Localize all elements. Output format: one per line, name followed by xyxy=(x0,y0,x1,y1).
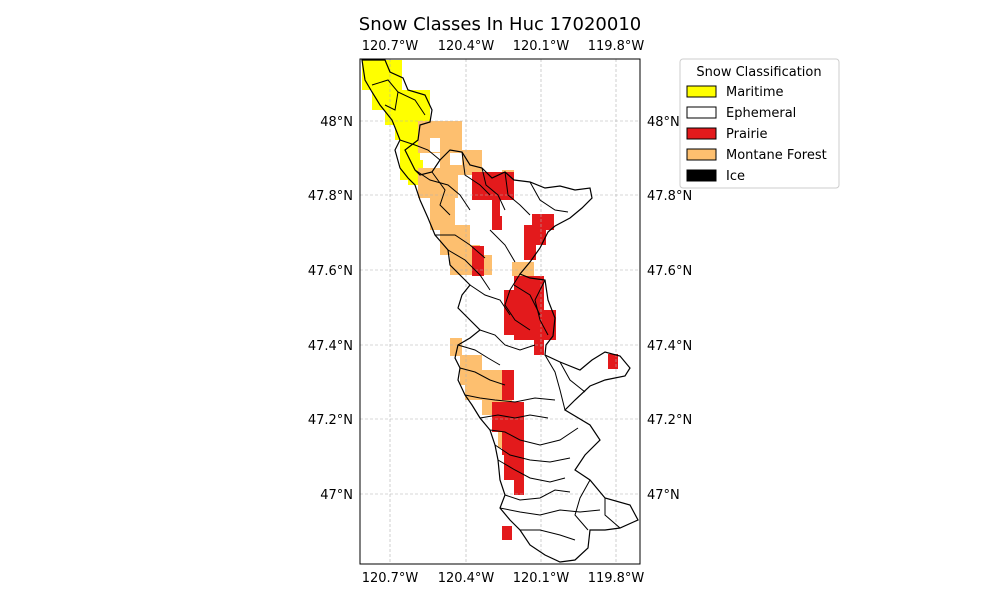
legend-frame xyxy=(679,58,840,189)
snow-class-cell xyxy=(430,195,455,230)
sub-watershed-boundary xyxy=(469,284,511,316)
lon-tick-label: 120.7°W xyxy=(362,39,419,54)
lat-ticks-left: 48°N 47.8°N 47.6°N 47.4°N 47.2°N 47°N xyxy=(308,115,353,503)
snow-class-cell xyxy=(608,354,618,369)
snow-class-cells xyxy=(362,60,618,540)
snow-class-cell xyxy=(500,200,512,216)
snow-class-cell xyxy=(472,246,484,276)
sub-watershed-boundary xyxy=(459,367,506,386)
lon-tick-label: 119.8°W xyxy=(588,571,645,586)
lat-tick-label: 48°N xyxy=(647,115,680,130)
lat-tick-label: 47.2°N xyxy=(308,413,353,428)
sub-watershed-boundary xyxy=(504,273,531,331)
snow-class-cell xyxy=(512,262,534,276)
map-frame xyxy=(359,58,641,565)
legend-label: Maritime xyxy=(726,85,784,100)
sub-watershed-boundary xyxy=(435,234,486,259)
snow-class-cell xyxy=(534,335,544,355)
sub-watershed-boundary xyxy=(397,91,426,116)
lat-tick-label: 47.4°N xyxy=(308,339,353,354)
snow-class-cell xyxy=(430,138,440,152)
legend-swatch xyxy=(686,85,717,98)
sub-watershed-boundary xyxy=(489,427,579,446)
sub-watershed-boundary xyxy=(504,489,571,501)
lon-ticks-top: 120.7°W 120.4°W 120.1°W 119.8°W xyxy=(362,39,645,54)
sub-watershed-boundary xyxy=(479,414,549,419)
lat-tick-label: 47.6°N xyxy=(647,264,692,279)
snow-class-cell xyxy=(502,526,512,540)
lat-tick-label: 47.6°N xyxy=(308,264,353,279)
lat-tick-label: 48°N xyxy=(320,115,353,130)
sub-watershed-boundary xyxy=(520,529,576,541)
lon-tick-label: 120.7°W xyxy=(362,571,419,586)
snow-class-cell xyxy=(450,338,462,356)
legend-label: Ice xyxy=(726,169,745,184)
sub-watershed-boundary xyxy=(431,171,451,216)
lat-tick-label: 47.4°N xyxy=(647,339,692,354)
watershed-outline xyxy=(361,59,639,563)
sub-watershed-boundary xyxy=(559,361,586,393)
sub-watershed-boundary xyxy=(497,459,566,483)
lat-tick-label: 47.2°N xyxy=(647,413,692,428)
lat-ticks-right: 48°N 47.8°N 47.6°N 47.4°N 47.2°N 47°N xyxy=(647,115,692,503)
legend-swatch xyxy=(686,127,717,140)
sub-watershed-boundary xyxy=(544,354,566,411)
legend-label: Prairie xyxy=(726,127,768,142)
legend-swatch xyxy=(686,148,717,161)
sub-watershed-boundary xyxy=(604,498,621,529)
sub-watershed-boundary xyxy=(534,279,549,336)
lon-tick-label: 120.4°W xyxy=(438,39,495,54)
map-title: Snow Classes In Huc 17020010 xyxy=(359,14,641,35)
sub-watershed-boundary xyxy=(504,171,531,216)
sub-watershed-boundary xyxy=(489,229,516,263)
legend-swatch xyxy=(686,169,717,182)
lon-tick-label: 120.1°W xyxy=(513,39,570,54)
lat-tick-label: 47°N xyxy=(647,488,680,503)
sub-watershed-boundary xyxy=(529,181,569,213)
sub-watershed-boundary xyxy=(457,344,501,366)
sub-watershed-boundary xyxy=(464,394,556,403)
sub-watershed-boundary xyxy=(494,444,571,463)
snow-class-cell xyxy=(514,475,524,495)
watershed-boundaries xyxy=(361,59,639,563)
lon-tick-label: 120.4°W xyxy=(438,571,495,586)
snow-class-cell xyxy=(418,168,458,198)
snow-class-cell xyxy=(492,200,502,230)
snow-class-cell xyxy=(524,240,536,260)
sub-watershed-boundary xyxy=(479,329,536,351)
sub-watershed-boundary xyxy=(481,167,506,211)
sub-watershed-boundary xyxy=(574,479,591,531)
sub-watershed-boundary xyxy=(447,249,491,291)
lat-tick-label: 47°N xyxy=(320,488,353,503)
snow-class-cell xyxy=(502,430,524,455)
legend: Snow Classification Maritime Ephemeral Pra… xyxy=(679,58,840,189)
legend-title: Snow Classification xyxy=(696,65,821,80)
legend-label: Montane Forest xyxy=(726,148,827,163)
legend-label: Ephemeral xyxy=(726,106,796,121)
lon-tick-label: 119.8°W xyxy=(588,39,645,54)
legend-items: Maritime Ephemeral Prairie Montane Forest Ic… xyxy=(686,85,827,184)
lon-tick-label: 120.1°W xyxy=(513,571,570,586)
sub-watershed-boundary xyxy=(414,169,471,211)
lat-tick-label: 47.8°N xyxy=(308,189,353,204)
snow-class-cell xyxy=(504,452,524,480)
lat-tick-label: 47.8°N xyxy=(647,189,692,204)
sub-watershed-boundary xyxy=(461,151,491,196)
sub-watershed-boundary xyxy=(399,139,441,161)
map-area xyxy=(360,59,640,564)
snow-class-cell xyxy=(472,172,514,200)
snow-class-cell xyxy=(502,370,514,400)
snow-class-cell xyxy=(450,153,462,165)
sub-watershed-boundary xyxy=(499,507,601,516)
legend-swatch xyxy=(686,106,717,119)
lon-ticks-bottom: 120.7°W 120.4°W 120.1°W 119.8°W xyxy=(362,571,645,586)
